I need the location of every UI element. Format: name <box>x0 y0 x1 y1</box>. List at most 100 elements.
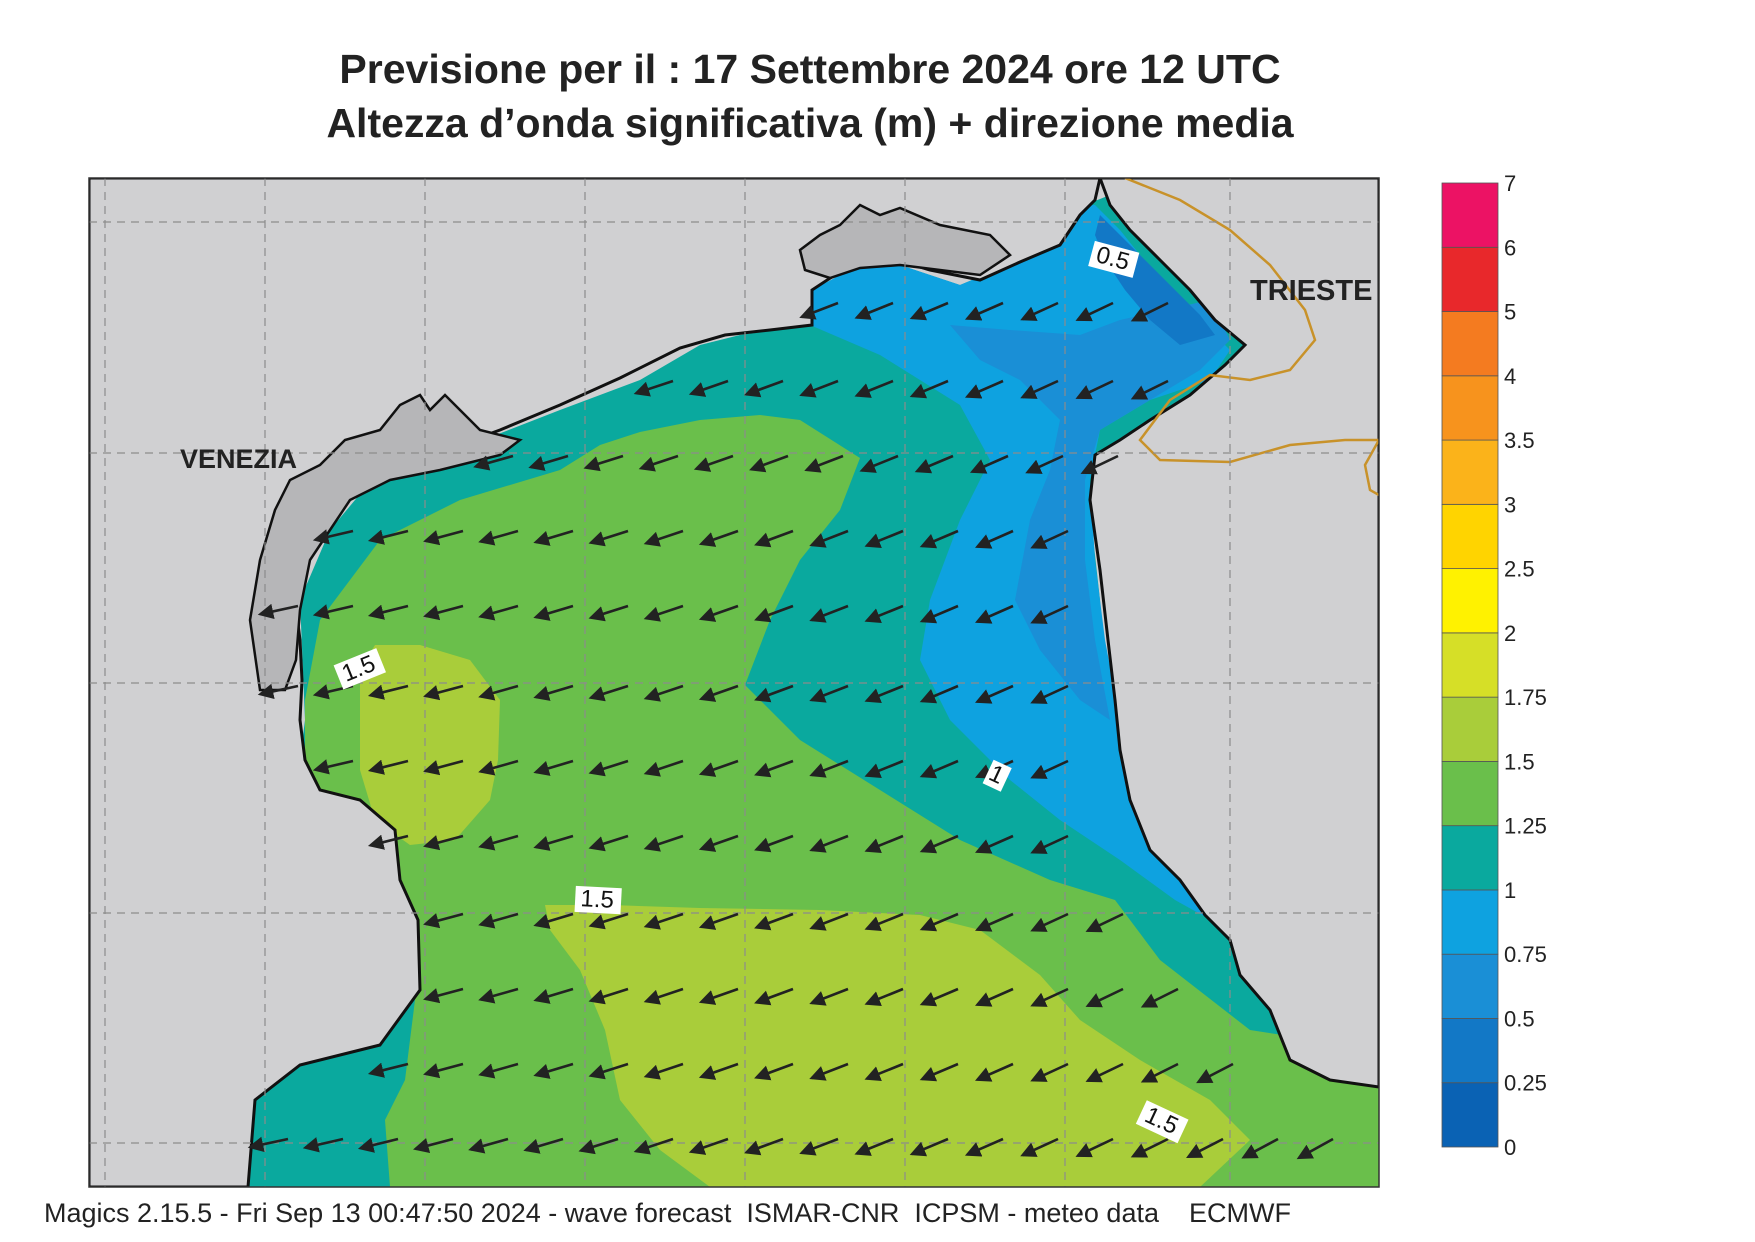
wave-arrow <box>423 684 464 701</box>
wave-arrow <box>975 604 1014 624</box>
wave-arrow <box>744 1137 784 1156</box>
wave-arrow <box>533 684 574 701</box>
wave-arrow <box>964 379 1004 399</box>
city-label-venezia: VENEZIA <box>180 444 297 474</box>
wave-arrow <box>754 604 794 623</box>
wave-arrow <box>919 1062 959 1082</box>
colorbar-tick-label: 0.25 <box>1504 1071 1547 1096</box>
wave-arrow <box>1140 1062 1179 1083</box>
wave-arrow <box>698 1062 739 1080</box>
wave-arrow <box>588 912 629 930</box>
wave-arrow <box>478 529 519 546</box>
wave-arrow <box>473 454 514 471</box>
wave-arrow <box>588 1062 629 1080</box>
wave-arrow <box>969 454 1009 474</box>
wave-arrow <box>809 604 849 623</box>
wave-arrow <box>468 1137 509 1154</box>
wave-arrow <box>633 379 674 397</box>
wave-arrow <box>698 529 739 547</box>
wave-arrow <box>643 1062 684 1080</box>
wave-arrow <box>754 834 794 853</box>
wave-arrow <box>864 604 904 623</box>
wave-arrow <box>854 379 894 398</box>
wave-arrow <box>975 1062 1014 1082</box>
wave-arrow <box>754 684 794 703</box>
wave-arrow <box>423 604 464 621</box>
wave-arrow <box>1080 454 1119 475</box>
wave-arrow <box>643 834 684 852</box>
wave-arrow <box>1025 454 1064 474</box>
wave-arrow <box>693 454 734 472</box>
wave-arrow <box>1030 1062 1069 1082</box>
wave-arrow <box>698 987 739 1005</box>
wave-arrow <box>1075 301 1114 322</box>
wave-arrow <box>367 684 409 700</box>
wave-arrow <box>975 987 1014 1007</box>
colorbar-swatch <box>1441 568 1499 634</box>
wave-arrow <box>864 912 904 931</box>
wave-arrow <box>864 684 904 703</box>
wave-arrow <box>533 529 574 546</box>
wave-arrow <box>799 301 839 320</box>
colorbar: 0 0.25 0.5 0.75 1 1.25 1.5 1.75 2 2.5 3 3.5 4 5 6 7 <box>1441 171 1547 1160</box>
wave-arrow <box>367 834 409 850</box>
colorbar-swatch <box>1441 246 1499 312</box>
wave-arrow <box>588 834 629 852</box>
colorbar-swatch <box>1441 375 1499 441</box>
wave-arrow <box>698 912 739 930</box>
wave-arrow <box>698 684 739 702</box>
wave-arrow <box>864 759 904 778</box>
wave-arrow <box>643 759 684 777</box>
wave-arrow <box>698 604 739 622</box>
wave-arrow <box>588 759 629 777</box>
wave-arrow <box>312 604 354 620</box>
wave-arrow <box>809 529 849 548</box>
wave-arrow <box>638 454 679 472</box>
wave-arrow <box>478 604 519 621</box>
wave-arrow <box>1030 834 1069 854</box>
wave-arrow <box>975 912 1014 932</box>
colorbar-tick-label: 2.5 <box>1504 557 1535 582</box>
colorbar-tick-label: 4 <box>1504 364 1516 389</box>
wave-arrow <box>1085 987 1124 1008</box>
colorbar-tick-label: 3 <box>1504 492 1516 517</box>
wave-arrow <box>964 301 1004 321</box>
wave-arrow <box>423 529 464 546</box>
wave-arrow <box>643 604 684 622</box>
sea-zone-0.25-0.5 <box>1095 215 1215 345</box>
wave-arrow <box>809 684 849 703</box>
wave-arrow <box>698 834 739 852</box>
contour-label-1.5-center: 1.5 <box>580 885 615 914</box>
wave-arrow <box>809 1062 849 1081</box>
wave-arrow <box>533 912 574 929</box>
wave-arrow <box>864 1062 904 1081</box>
wave-arrow <box>919 604 959 624</box>
colorbar-swatch <box>1441 761 1499 827</box>
wave-arrow <box>909 301 949 321</box>
wave-arrow <box>423 759 464 776</box>
wave-arrow <box>864 987 904 1006</box>
wave-arrow <box>478 987 519 1004</box>
wave-arrow <box>257 683 299 700</box>
wave-arrow <box>367 604 409 620</box>
wave-arrow <box>1075 1137 1114 1158</box>
sea-zone-1.5-1.75-west <box>360 645 500 845</box>
wave-arrow <box>754 529 794 548</box>
colorbar-tick-label: 5 <box>1504 300 1516 325</box>
wave-arrow <box>413 1137 454 1154</box>
colorbar-tick-label: 0.75 <box>1504 942 1547 967</box>
wave-arrow <box>423 1062 464 1079</box>
wave-arrow <box>909 1137 949 1157</box>
wave-arrow <box>1085 1062 1124 1083</box>
wave-arrow <box>1130 301 1169 322</box>
wave-arrow <box>919 529 959 549</box>
colorbar-swatch <box>1441 953 1499 1019</box>
wave-arrow <box>854 301 894 320</box>
colorbar-swatch <box>1441 825 1499 891</box>
city-label-trieste: TRIESTE <box>1250 275 1372 307</box>
colorbar-swatch <box>1441 1082 1499 1148</box>
wave-arrow <box>975 684 1014 704</box>
wave-arrow <box>633 1137 674 1155</box>
wave-arrow <box>1030 759 1069 779</box>
